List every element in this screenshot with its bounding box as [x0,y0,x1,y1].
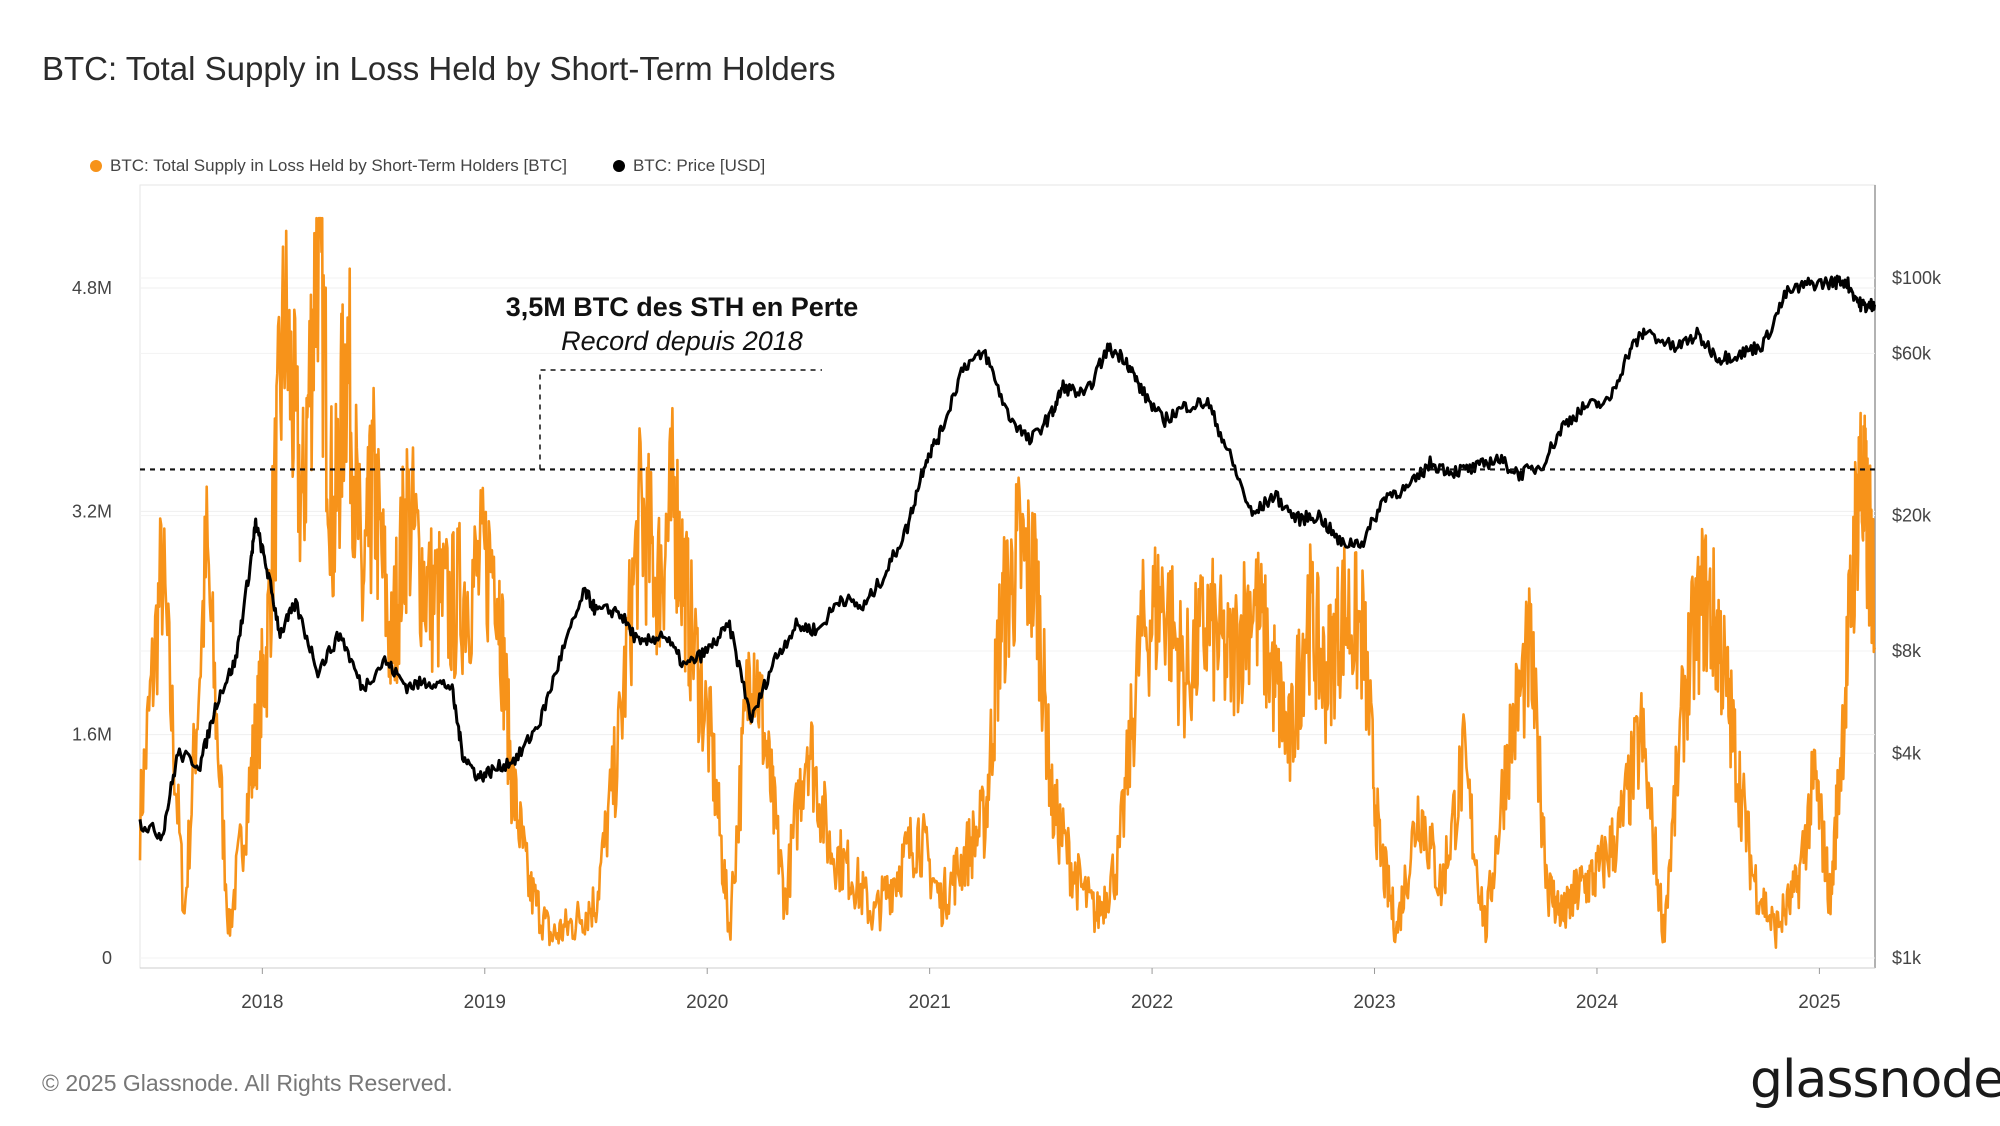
legend-label-sth-supply: BTC: Total Supply in Loss Held by Short-… [110,156,567,175]
y-left-tick-label: 3.2M [72,501,112,521]
x-tick-label: 2024 [1576,992,1619,1013]
annotation-connector [539,369,822,470]
y-left-tick-label: 4.8M [72,278,112,298]
y-right-tick-label: $60k [1892,343,1932,363]
x-tick-label: 2023 [1353,992,1395,1013]
y-left-tick-label: 0 [102,948,112,968]
legend-label-price: BTC: Price [USD] [632,156,766,175]
series-line-sth-supply [138,216,1876,949]
annotation-subtitle: Record depuis 2018 [561,326,803,356]
y-right-tick-label: $100k [1892,268,1942,288]
copyright-footer: © 2025 Glassnode. All Rights Reserved. [42,1070,453,1096]
annotation-title: 3,5M BTC des STH en Perte [505,292,859,322]
x-tick-label: 2020 [686,992,728,1013]
x-tick-label: 2019 [464,992,506,1013]
x-tick-label: 2018 [241,992,283,1013]
y-right-tick-label: $1k [1892,948,1922,968]
y-right-tick-label: $20k [1892,506,1932,526]
page-title: BTC: Total Supply in Loss Held by Short-… [42,50,836,87]
legend-dot-orange [90,160,102,172]
glassnode-logo: glassnode [1750,1050,2000,1110]
y-right-tick-label: $8k [1892,641,1922,661]
legend-dot-black [612,160,625,172]
x-tick-label: 2021 [909,992,951,1013]
legend-item-price[interactable]: BTC: Price [USD] [612,156,766,176]
x-tick-label: 2022 [1131,992,1173,1013]
chart-legend: BTC: Total Supply in Loss Held by Short-… [90,156,765,176]
legend-item-sth-supply[interactable]: BTC: Total Supply in Loss Held by Short-… [90,156,567,176]
y-left-tick-label: 1.6M [72,725,112,745]
y-right-tick-label: $4k [1892,743,1922,763]
x-tick-label: 2025 [1798,992,1840,1013]
series-line-price [138,274,1876,842]
